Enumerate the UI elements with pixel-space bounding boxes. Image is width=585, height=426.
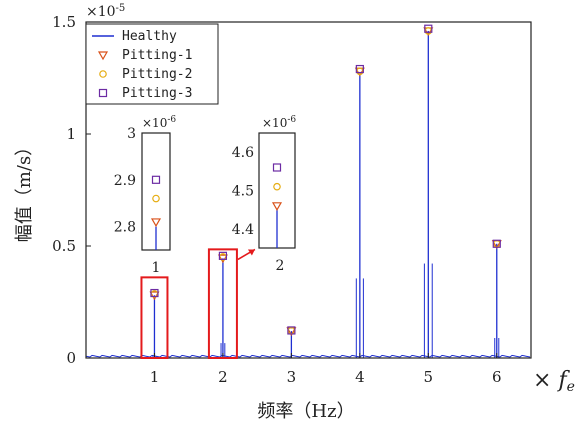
x-tick-label: 2 (218, 368, 228, 386)
inset-marker-pitting-1 (150, 218, 162, 228)
highlight-layer (140, 248, 256, 359)
marker-pitting-3 (424, 24, 433, 33)
inset-marker-pitting-3 (272, 163, 282, 172)
inset-x-tick-label: 1 (152, 260, 161, 276)
inset-y-tick-label: 2.8 (114, 220, 136, 236)
inset-marker-pitting-2 (152, 194, 160, 203)
marker-pitting-3 (287, 326, 296, 335)
legend-label: Pitting-1 (122, 48, 192, 63)
legend-label: Healthy (122, 29, 177, 44)
inset-y-tick-label: 4.6 (232, 145, 254, 161)
inset-y-tick-label: 2.9 (114, 173, 136, 189)
x-tick-label: 1 (150, 368, 160, 386)
y-tick-label: 0 (66, 349, 76, 367)
x-axis-label: 频率（Hz） (257, 401, 354, 422)
inset-x-tick-label: 2 (276, 258, 285, 274)
legend-box (85, 23, 219, 105)
legend-label: Pitting-3 (122, 86, 192, 101)
inset-marker-pitting-1 (271, 202, 283, 212)
legend-swatch-pitting-2 (99, 70, 107, 78)
x-tick-label: 5 (424, 368, 434, 386)
y-tick-label: 1 (66, 125, 76, 143)
y-scale-label: ×10-5 (86, 3, 125, 21)
marker-pitting-3 (218, 251, 228, 260)
legend-swatch-pitting-3 (98, 88, 108, 98)
y-axis-label: 幅值（m/s） (14, 138, 35, 242)
inset-scale-label: ×10-6 (262, 115, 296, 130)
inset-scale-label: ×10-6 (142, 115, 176, 130)
axes-layer: 1 2 3 4 5 6 0 0.5 1 1.5 (52, 13, 501, 386)
highlight-box-harmonic-1 (140, 276, 169, 359)
marker-pitting-3 (355, 64, 364, 74)
legend-swatch-pitting-1 (97, 51, 109, 61)
marker-pitting-1 (149, 291, 160, 301)
y-tick-label: 1.5 (52, 13, 76, 31)
legend: Healthy Pitting-1 Pitting-2 Pitting-3 (85, 23, 219, 105)
marker-pitting-3 (150, 288, 159, 298)
x-unit-label: × fe (533, 368, 575, 395)
inset-y-tick-label: 4.5 (232, 184, 254, 200)
x-tick-label: 3 (287, 368, 297, 386)
y-tick-label: 0.5 (52, 237, 76, 255)
inset-y-tick-label: 4.4 (232, 222, 254, 238)
x-tick-label: 6 (492, 368, 502, 386)
legend-label: Pitting-2 (122, 67, 192, 82)
inset-marker-pitting-3 (151, 175, 161, 184)
inset-y-tick-label: 3 (127, 126, 136, 142)
inset-marker-pitting-2 (273, 182, 281, 191)
marker-pitting-3 (492, 239, 501, 248)
x-tick-label: 4 (355, 368, 365, 386)
marker-layer (149, 24, 502, 337)
highlight-box-harmonic-2 (207, 248, 238, 359)
zoom-arrow-head (247, 249, 255, 256)
plot-frame (85, 21, 532, 359)
marker-pitting-1 (217, 254, 228, 264)
inset-layer: ×10-6 2.8 2.9 3 1 ×10-6 4.4 4.5 4.6 2 (114, 115, 297, 276)
